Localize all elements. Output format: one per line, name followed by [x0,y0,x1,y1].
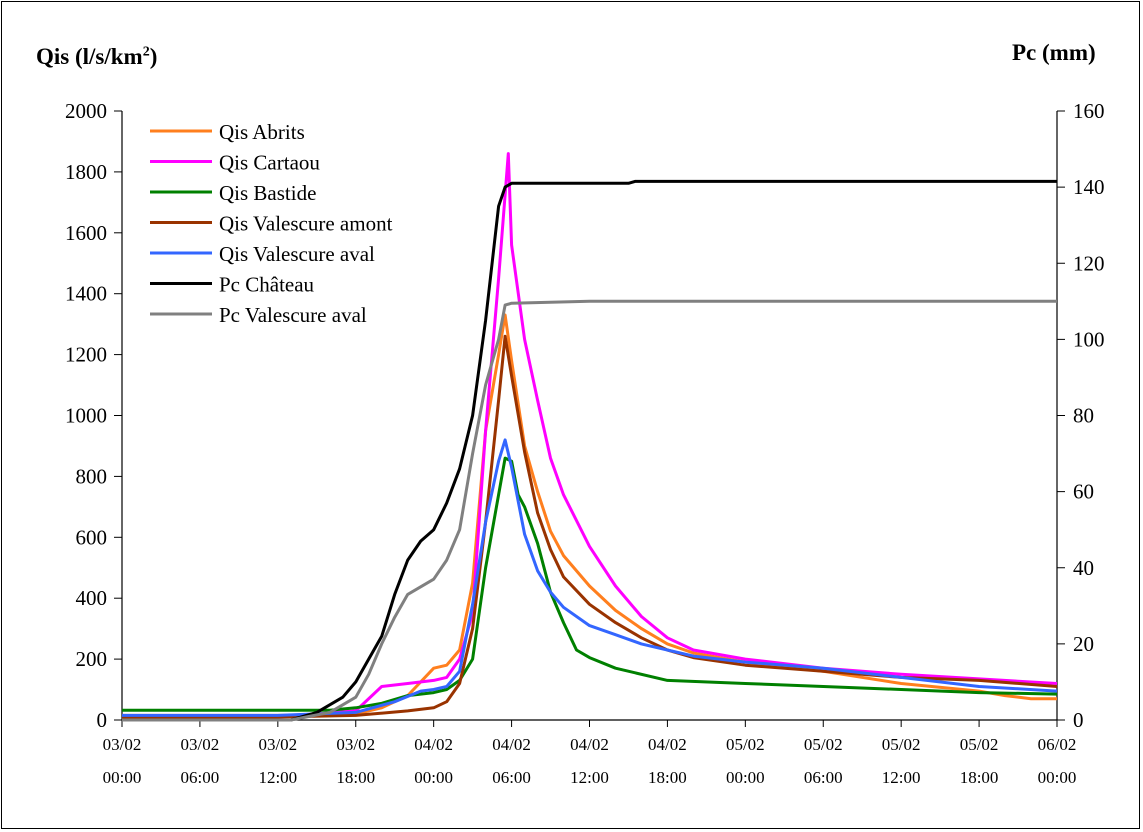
left-tick-label: 1800 [65,160,107,184]
right-tick-label: 80 [1073,404,1094,428]
x-tick-label-date: 04/02 [570,735,609,754]
right-tick-label: 160 [1073,99,1105,123]
left-tick-label: 0 [97,708,108,732]
x-tick-label-time: 00:00 [726,768,765,787]
legend-label: Qis Valescure amont [219,212,393,236]
x-tick-label-time: 06:00 [181,768,220,787]
right-tick-label: 60 [1073,480,1094,504]
legend-label: Qis Valescure aval [219,242,375,266]
x-tick-label-date: 05/02 [960,735,999,754]
left-tick-label: 2000 [65,99,107,123]
left-tick-label: 800 [76,464,108,488]
right-tick-label: 0 [1073,708,1084,732]
series-line-5 [122,438,1058,717]
left-tick-label: 200 [76,647,108,671]
x-tick-label-date: 03/02 [181,735,220,754]
series-line-6 [122,179,1057,722]
x-tick-label-time: 12:00 [258,768,297,787]
series-line-2 [122,152,1058,719]
right-tick-label: 40 [1073,556,1094,580]
legend-label: Pc Valescure aval [219,303,367,327]
legend-label: Qis Cartaou [219,151,320,175]
x-tick-label-date: 05/02 [882,735,921,754]
left-tick-label: 400 [76,586,108,610]
x-tick-label-date: 06/02 [1038,735,1077,754]
series-line-4 [122,334,1058,719]
left-tick-label: 1400 [65,282,107,306]
x-tick-label-date: 04/02 [492,735,531,754]
x-tick-label-time: 12:00 [882,768,921,787]
legend-label: Qis Bastide [219,181,316,205]
legend-label: Pc Château [219,273,315,297]
series-line-7 [122,299,1057,722]
x-tick-label-time: 06:00 [492,768,531,787]
x-tick-label-time: 00:00 [414,768,453,787]
x-tick-label-date: 04/02 [648,735,687,754]
x-tick-label-time: 00:00 [1038,768,1077,787]
right-tick-label: 120 [1073,251,1105,275]
left-axis-title: Qis (l/s/km2) [36,44,158,69]
x-tick-label-date: 03/02 [103,735,142,754]
x-tick-label-date: 05/02 [726,735,765,754]
right-tick-label: 20 [1073,632,1094,656]
left-tick-label: 1600 [65,221,107,245]
left-tick-label: 600 [76,525,108,549]
right-tick-label: 100 [1073,327,1105,351]
x-tick-label-date: 04/02 [414,735,453,754]
x-tick-label-time: 06:00 [804,768,843,787]
x-tick-label-time: 18:00 [960,768,999,787]
x-tick-label-time: 00:00 [103,768,142,787]
series-line-1 [122,313,1057,717]
left-tick-label: 1200 [65,343,107,367]
left-tick-label: 1000 [65,404,107,428]
x-tick-label-time: 18:00 [648,768,687,787]
x-tick-label-time: 12:00 [570,768,609,787]
x-tick-label-date: 05/02 [804,735,843,754]
legend-label: Qis Abrits [219,120,305,144]
right-tick-label: 140 [1073,175,1105,199]
x-tick-label-date: 03/02 [336,735,375,754]
x-tick-label-time: 18:00 [336,768,375,787]
x-tick-label-date: 03/02 [258,735,297,754]
right-axis-title: Pc (mm) [1012,40,1096,65]
